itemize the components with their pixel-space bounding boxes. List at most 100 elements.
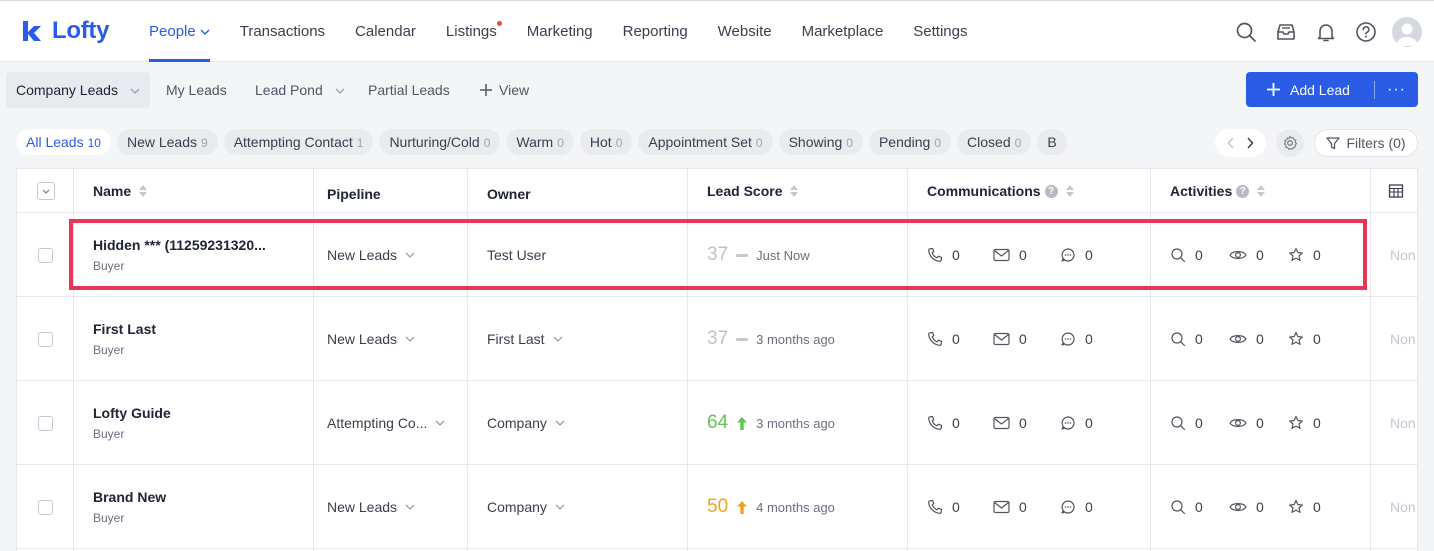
favorites-stat[interactable]: 0 (1288, 297, 1321, 381)
sort-icon[interactable] (139, 185, 148, 197)
nav-item-marketplace[interactable]: Marketplace (802, 1, 884, 62)
pipeline-dropdown[interactable]: Attempting Co... (327, 381, 445, 465)
views-stat[interactable]: 0 (1229, 297, 1264, 381)
table-row[interactable]: Brand New Buyer New Leads Company 50 4 months… (17, 465, 1417, 549)
lead-name[interactable]: Hidden *** (11259231320... (93, 237, 266, 253)
tab-partial-leads[interactable]: Partial Leads (368, 72, 450, 108)
calls-stat[interactable]: 0 (927, 381, 960, 465)
texts-stat[interactable]: 0 (1060, 213, 1093, 297)
tab-company-leads[interactable]: Company Leads (6, 72, 150, 108)
favorites-stat[interactable]: 0 (1288, 465, 1321, 549)
filter-chip[interactable]: Warm 0 (506, 129, 574, 155)
header-lead-score[interactable]: Lead Score (707, 169, 799, 213)
texts-stat[interactable]: 0 (1060, 297, 1093, 381)
nav-item-marketing[interactable]: Marketing (527, 1, 593, 62)
extra-column-cell: Non (1390, 213, 1416, 297)
filter-chip[interactable]: New Leads 9 (116, 129, 218, 155)
avatar[interactable] (1392, 17, 1422, 47)
chevron-right-icon[interactable] (1246, 137, 1254, 149)
pipeline-dropdown[interactable]: New Leads (327, 465, 415, 549)
nav-item-settings[interactable]: Settings (913, 1, 967, 62)
pipeline-dropdown[interactable]: New Leads (327, 213, 415, 297)
views-stat[interactable]: 0 (1229, 465, 1264, 549)
select-all-checkbox[interactable] (37, 182, 55, 200)
searches-stat[interactable]: 0 (1170, 381, 1203, 465)
filter-chip[interactable]: Closed 0 (957, 129, 1032, 155)
texts-stat[interactable]: 0 (1060, 465, 1093, 549)
views-stat[interactable]: 0 (1229, 381, 1264, 465)
chip-count: 10 (87, 136, 101, 150)
column-chooser[interactable] (1388, 169, 1404, 213)
filter-chip[interactable]: B (1037, 129, 1067, 155)
header-communications[interactable]: Communications ? (927, 169, 1074, 213)
pipeline-value: Attempting Co... (327, 415, 428, 431)
filter-chip[interactable]: Nurturing/Cold 0 (379, 129, 501, 155)
tab-lead-pond[interactable]: Lead Pond (255, 72, 345, 108)
views-stat[interactable]: 0 (1229, 213, 1264, 297)
table-row[interactable]: Lofty Guide Buyer Attempting Co... Company 6… (17, 381, 1417, 465)
chevron-left-icon[interactable] (1227, 137, 1235, 149)
filter-chip[interactable]: Attempting Contact 1 (223, 129, 374, 155)
nav-item-people[interactable]: People (149, 1, 210, 62)
table-row[interactable]: First Last Buyer New Leads First Last 37 3 mo… (17, 297, 1417, 381)
header-activities[interactable]: Activities ? (1170, 169, 1266, 213)
calls-stat[interactable]: 0 (927, 465, 960, 549)
texts-stat[interactable]: 0 (1060, 381, 1093, 465)
favorites-stat[interactable]: 0 (1288, 381, 1321, 465)
calls-stat[interactable]: 0 (927, 213, 960, 297)
lead-name[interactable]: First Last (93, 321, 157, 337)
searches-stat[interactable]: 0 (1170, 297, 1203, 381)
filters-button[interactable]: Filters (0) (1314, 129, 1418, 157)
inbox-icon[interactable] (1266, 15, 1306, 49)
tab-my-leads[interactable]: My Leads (166, 72, 227, 108)
lead-name[interactable]: Brand New (93, 489, 167, 505)
add-lead-main[interactable]: Add Lead (1246, 82, 1374, 98)
help-icon[interactable]: ? (1044, 184, 1058, 198)
search-icon[interactable] (1226, 15, 1266, 49)
owner-cell[interactable]: First Last (487, 297, 563, 381)
filter-chip[interactable]: Hot 0 (579, 129, 633, 155)
help-icon[interactable]: ? (1236, 184, 1250, 198)
lead-name-cell[interactable]: Brand New Buyer (93, 465, 166, 549)
searches-stat[interactable]: 0 (1170, 465, 1203, 549)
filter-chip[interactable]: Pending 0 (868, 129, 952, 155)
lead-name-cell[interactable]: First Last Buyer (93, 297, 156, 381)
lofty-logo[interactable]: Lofty (20, 17, 109, 45)
owner-cell[interactable]: Company (487, 381, 565, 465)
lead-name-cell[interactable]: Lofty Guide Buyer (93, 381, 171, 465)
filter-chip[interactable]: All Leads 10 (16, 129, 111, 155)
emails-stat[interactable]: 0 (993, 213, 1027, 297)
searches-stat[interactable]: 0 (1170, 213, 1203, 297)
nav-item-transactions[interactable]: Transactions (240, 1, 325, 62)
filter-chip[interactable]: Showing 0 (778, 129, 863, 155)
sort-icon[interactable] (1257, 185, 1266, 197)
nav-item-reporting[interactable]: Reporting (623, 1, 688, 62)
lead-name[interactable]: Lofty Guide (93, 405, 171, 421)
lead-name-cell[interactable]: Hidden *** (11259231320... Buyer (93, 213, 266, 297)
sort-icon[interactable] (790, 185, 799, 197)
emails-stat[interactable]: 0 (993, 465, 1027, 549)
sort-icon[interactable] (1065, 185, 1074, 197)
row-checkbox[interactable] (38, 415, 53, 431)
filter-chip[interactable]: Appointment Set 0 (638, 129, 773, 155)
emails-stat[interactable]: 0 (993, 381, 1027, 465)
nav-item-website[interactable]: Website (718, 1, 772, 62)
owner-cell[interactable]: Company (487, 465, 565, 549)
calls-stat[interactable]: 0 (927, 297, 960, 381)
pipeline-dropdown[interactable]: New Leads (327, 297, 415, 381)
row-checkbox[interactable] (38, 499, 53, 515)
row-checkbox[interactable] (38, 247, 53, 263)
tab-add-view[interactable]: View (479, 72, 529, 108)
row-checkbox[interactable] (38, 331, 53, 347)
bell-icon[interactable] (1306, 15, 1346, 49)
column-settings-button[interactable] (1276, 129, 1304, 157)
help-icon[interactable] (1346, 15, 1386, 49)
add-lead-button[interactable]: Add Lead ··· (1246, 72, 1418, 107)
nav-item-listings[interactable]: Listings (446, 1, 502, 62)
nav-item-calendar[interactable]: Calendar (355, 1, 416, 62)
favorites-stat[interactable]: 0 (1288, 213, 1321, 297)
table-row[interactable]: Hidden *** (11259231320... Buyer New Leads… (17, 213, 1417, 297)
header-name[interactable]: Name (93, 169, 148, 213)
more-options-button[interactable]: ··· (1387, 80, 1406, 98)
emails-stat[interactable]: 0 (993, 297, 1027, 381)
